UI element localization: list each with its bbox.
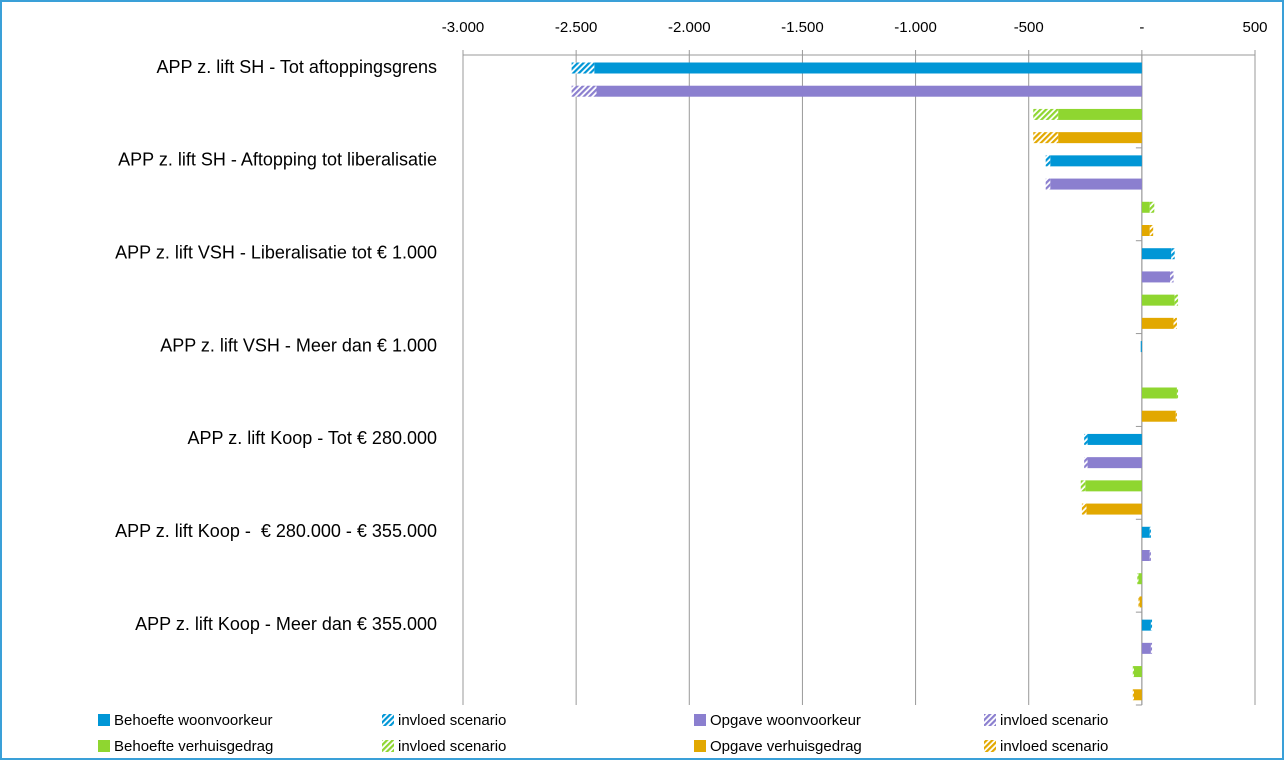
bar (1141, 642, 1151, 654)
bar-hatch (1150, 619, 1153, 631)
x-tick-label: -2.000 (668, 19, 711, 36)
legend-swatch (694, 740, 706, 752)
x-tick-label: -500 (1014, 19, 1044, 36)
bar (1140, 341, 1142, 353)
bar (1050, 155, 1142, 167)
bar-hatch (1150, 642, 1153, 654)
bar (1141, 387, 1177, 399)
bar (1058, 108, 1142, 120)
bar-hatch (1132, 666, 1134, 678)
legend-swatch (98, 714, 110, 726)
bar-hatch (1045, 178, 1051, 190)
bar (1141, 526, 1150, 538)
legend-swatch (984, 740, 996, 752)
legend-label: Behoefte woonvoorkeur (114, 712, 272, 729)
bar-hatch (1176, 387, 1179, 399)
bar (1133, 689, 1142, 701)
bar-hatch (1137, 573, 1139, 585)
category-label: APP z. lift SH - Aftopping tot liberalis… (118, 150, 437, 170)
bar-hatch (1033, 108, 1059, 120)
bar (1085, 480, 1142, 492)
bar-hatch (1174, 294, 1179, 306)
bar-hatch (1132, 689, 1134, 701)
category-label: APP z. lift VSH - Meer dan € 1.000 (160, 335, 437, 355)
bar-hatch (1149, 526, 1151, 538)
bar-hatch (1149, 201, 1155, 213)
bar (1141, 294, 1175, 306)
x-tick-label: -1.000 (894, 19, 937, 36)
bar-hatch (1175, 410, 1177, 422)
bar-hatch (1084, 433, 1088, 445)
bar (1058, 132, 1142, 144)
bar-hatch (1084, 457, 1088, 469)
legend-label: Opgave woonvoorkeur (710, 712, 861, 729)
bar (1086, 503, 1142, 515)
category-label: APP z. lift Koop - Tot € 280.000 (188, 428, 438, 448)
bar (1141, 550, 1150, 561)
legend-label: Opgave verhuisgedrag (710, 738, 862, 755)
bar-hatch (1045, 155, 1051, 167)
bar (1141, 248, 1172, 260)
bar (1050, 178, 1142, 190)
bar (1087, 457, 1142, 469)
bar (1141, 619, 1151, 631)
bar-hatch (1033, 132, 1059, 144)
bar-hatch (1138, 596, 1140, 608)
bar-hatch (571, 85, 597, 97)
legend-label: Behoefte verhuisgedrag (114, 738, 273, 755)
bar (1141, 317, 1174, 329)
bar-hatch (1173, 317, 1177, 329)
bar-hatch (1170, 271, 1174, 283)
category-label: APP z. lift Koop - Meer dan € 355.000 (135, 614, 437, 634)
bar (594, 62, 1142, 74)
bar (1141, 271, 1171, 283)
x-tick-label: -3.000 (442, 19, 485, 36)
legend-label: invloed scenario (1000, 712, 1108, 729)
bar-hatch (1149, 225, 1154, 236)
legend-label: invloed scenario (398, 712, 506, 729)
bar-hatch (1149, 550, 1151, 561)
legend-swatch (382, 740, 394, 752)
legend-swatch (382, 714, 394, 726)
bar (1141, 201, 1150, 213)
bar-hatch (571, 62, 595, 74)
bar (1138, 573, 1142, 585)
legend-label: invloed scenario (398, 738, 506, 755)
legend-swatch (984, 714, 996, 726)
bar (1139, 596, 1142, 608)
category-label: APP z. lift VSH - Liberalisatie tot € 1.… (115, 242, 437, 262)
bar-hatch (1171, 248, 1175, 260)
bar-hatch (1080, 480, 1086, 492)
x-tick-label: -1.500 (781, 19, 824, 36)
legend-swatch (694, 714, 706, 726)
x-tick-label: - (1139, 19, 1144, 36)
bar (1133, 666, 1142, 678)
bar (596, 85, 1142, 97)
category-label: APP z. lift SH - Tot aftoppingsgrens (157, 57, 437, 77)
x-tick-label: -2.500 (555, 19, 598, 36)
legend-label: invloed scenario (1000, 738, 1108, 755)
legend-swatch (98, 740, 110, 752)
bar (1141, 225, 1150, 236)
category-label: APP z. lift Koop - € 280.000 - € 355.000 (115, 521, 437, 541)
bar (1087, 433, 1142, 445)
x-tick-label: 500 (1242, 19, 1267, 36)
bar (1141, 410, 1176, 422)
bar-hatch (1081, 503, 1087, 515)
